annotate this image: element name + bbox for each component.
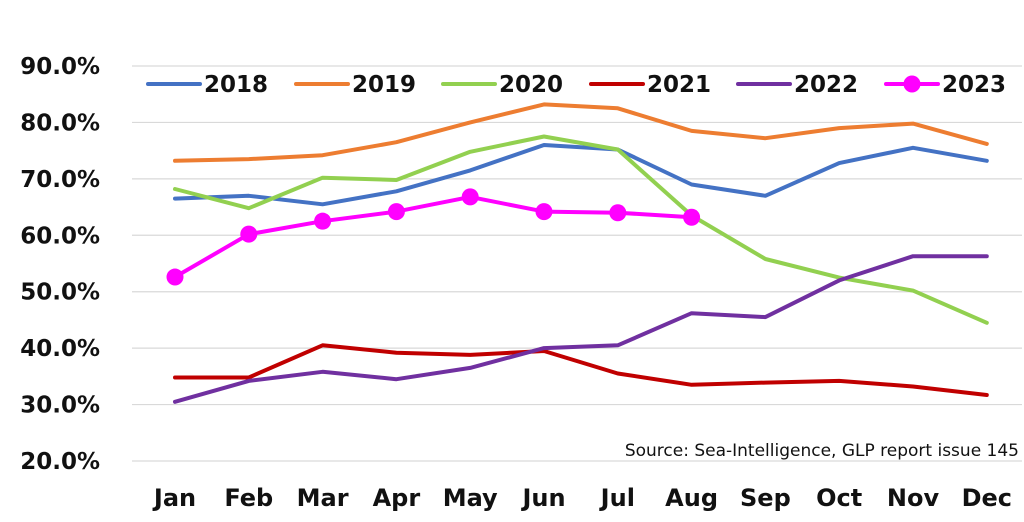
series-2020 xyxy=(173,134,989,325)
series-line-2020 xyxy=(173,134,989,325)
y-tick-label: 50.0% xyxy=(20,280,100,306)
series-2021 xyxy=(173,343,989,397)
series-line-2022 xyxy=(173,254,989,404)
series-2023 xyxy=(166,188,701,286)
series-line-2018 xyxy=(173,143,989,207)
source-annotation: Source: Sea-Intelligence, GLP report iss… xyxy=(625,441,1019,461)
data-point xyxy=(535,203,553,221)
series-2019 xyxy=(173,102,989,163)
data-point xyxy=(461,188,479,206)
x-tick-label: Nov xyxy=(887,484,940,512)
legend-label: 2020 xyxy=(499,72,563,98)
y-tick-label: 20.0% xyxy=(20,449,100,475)
legend-marker xyxy=(903,75,921,93)
series-line-2021 xyxy=(173,343,989,397)
y-tick-label: 70.0% xyxy=(20,167,100,193)
legend-label: 2023 xyxy=(942,72,1006,98)
y-axis-ticks: 20.0% 30.0% 40.0% 50.0% 60.0% 70.0% 80.0% 90.0% xyxy=(20,54,100,475)
y-tick-label: 80.0% xyxy=(20,110,100,136)
x-tick-label: Mar xyxy=(297,484,349,512)
x-tick-label: Feb xyxy=(224,484,273,512)
x-tick-label: Dec xyxy=(962,484,1012,512)
legend-label: 2021 xyxy=(647,72,711,98)
x-tick-label: Sep xyxy=(740,484,791,512)
series-2022 xyxy=(173,254,989,404)
data-point xyxy=(387,203,405,221)
data-point xyxy=(683,208,701,226)
x-tick-label: May xyxy=(443,484,498,512)
x-tick-label: Jun xyxy=(520,484,565,512)
legend-item-2023: 2023 xyxy=(884,72,1006,98)
legend-item-2022: 2022 xyxy=(736,72,858,98)
x-tick-label: Jan xyxy=(152,484,196,512)
x-tick-label: Oct xyxy=(816,484,862,512)
legend-item-2018: 2018 xyxy=(146,72,268,98)
x-tick-label: Apr xyxy=(373,484,421,512)
y-tick-label: 30.0% xyxy=(20,393,100,419)
series-line-2023 xyxy=(173,194,694,279)
legend-label: 2022 xyxy=(794,72,858,98)
data-point xyxy=(166,268,184,286)
x-axis-ticks: Jan Feb Mar Apr May Jun Jul Aug Sep Oct Nov Dec xyxy=(152,484,1012,512)
legend-item-2020: 2020 xyxy=(441,72,563,98)
legend-label: 2019 xyxy=(352,72,416,98)
data-point xyxy=(240,225,258,243)
y-tick-label: 90.0% xyxy=(20,54,100,80)
legend: 2018 2019 2020 2021 2022 2023 xyxy=(146,72,1006,98)
series-line-2019 xyxy=(173,102,989,163)
data-point xyxy=(314,212,332,230)
legend-label: 2018 xyxy=(204,72,268,98)
y-tick-label: 60.0% xyxy=(20,223,100,249)
series-lines xyxy=(166,102,989,404)
data-point xyxy=(609,204,627,222)
legend-item-2019: 2019 xyxy=(294,72,416,98)
x-tick-label: Aug xyxy=(665,484,718,512)
y-tick-label: 40.0% xyxy=(20,336,100,362)
series-2018 xyxy=(173,143,989,207)
legend-item-2021: 2021 xyxy=(589,72,711,98)
x-tick-label: Jul xyxy=(599,484,635,512)
